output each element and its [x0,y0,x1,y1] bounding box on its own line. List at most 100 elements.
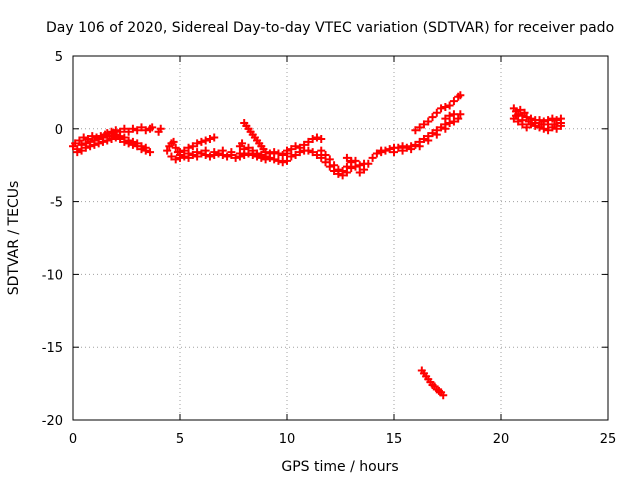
data-point [295,148,304,157]
data-point [133,126,142,135]
data-point [94,139,103,148]
chart-title: Day 106 of 2020, Sidereal Day-to-day VTE… [46,20,614,36]
data-point [449,117,458,126]
data-point [71,139,80,148]
data-point [308,148,317,157]
data-point [223,152,232,161]
data-point [317,146,326,155]
data-point [253,149,262,158]
data-point [556,118,565,127]
data-point [120,133,129,142]
data-point [193,148,202,157]
data-point [261,152,270,161]
data-point [454,114,463,123]
data-point [308,134,317,143]
x-tick-label: 15 [386,432,403,447]
data-point [146,148,155,157]
data-point [128,137,137,146]
y-tick-label: -20 [42,414,63,429]
data-point [445,111,454,120]
data-point [550,120,559,129]
data-point [137,142,146,151]
data-point [171,155,180,164]
data-point [214,149,223,158]
data-point [218,146,227,155]
data-point [360,165,369,174]
data-point [449,97,458,106]
data-point [120,124,129,133]
data-point [148,123,157,132]
data-point [342,153,351,162]
data-point [347,156,356,165]
data-point [456,110,465,119]
data-point [342,162,351,171]
data-point [441,124,450,133]
data-point [193,139,202,148]
data-point [511,111,520,120]
data-point [415,123,424,132]
y-axis-label: SDTVAR / TECUs [6,181,22,296]
data-point [107,132,116,141]
data-point [312,133,321,142]
data-point [520,108,529,117]
data-point [355,161,364,170]
data-point [270,155,279,164]
data-point [75,136,84,145]
data-point [167,152,176,161]
data-point [176,148,184,157]
data-point [338,167,347,176]
data-point [169,137,178,146]
data-point [317,134,326,143]
data-point [137,123,146,132]
data-point [257,151,266,160]
x-tick-label: 0 [69,432,77,447]
data-point [128,124,137,133]
data-point [270,148,279,157]
y-tick-label: -5 [50,196,63,211]
data-point [291,142,300,151]
data-point [205,152,214,161]
data-point [287,152,296,161]
data-point [77,146,86,155]
data-point [265,149,274,158]
data-point [321,151,330,160]
data-point [291,151,300,160]
data-point [377,148,386,157]
data-point [394,143,403,152]
data-point [244,143,253,152]
data-point [238,139,247,148]
data-point [381,146,390,155]
x-axis-label: GPS time / hours [281,459,398,475]
data-point [210,133,219,142]
data-point [283,156,291,165]
data-point [287,145,296,154]
data-point [79,133,88,142]
data-points [69,91,565,400]
data-point [201,136,210,145]
data-point [398,146,407,155]
data-point [111,130,120,139]
data-point [419,120,428,129]
data-point [240,145,249,154]
data-point [364,159,373,168]
data-point [184,149,193,158]
data-point [437,104,446,113]
data-point [278,158,287,167]
data-point [518,116,527,125]
data-point [312,151,321,160]
data-point [274,156,283,165]
data-point [133,139,142,148]
data-point [441,102,450,111]
data-point [81,143,90,152]
data-point [368,153,377,162]
data-point [552,124,561,133]
data-point [411,126,420,135]
data-point [163,146,172,155]
data-point [432,108,441,117]
data-point [428,129,437,138]
y-tick-label: -10 [42,268,63,283]
data-point [90,140,99,149]
data-point [88,132,97,141]
data-point [103,136,112,145]
